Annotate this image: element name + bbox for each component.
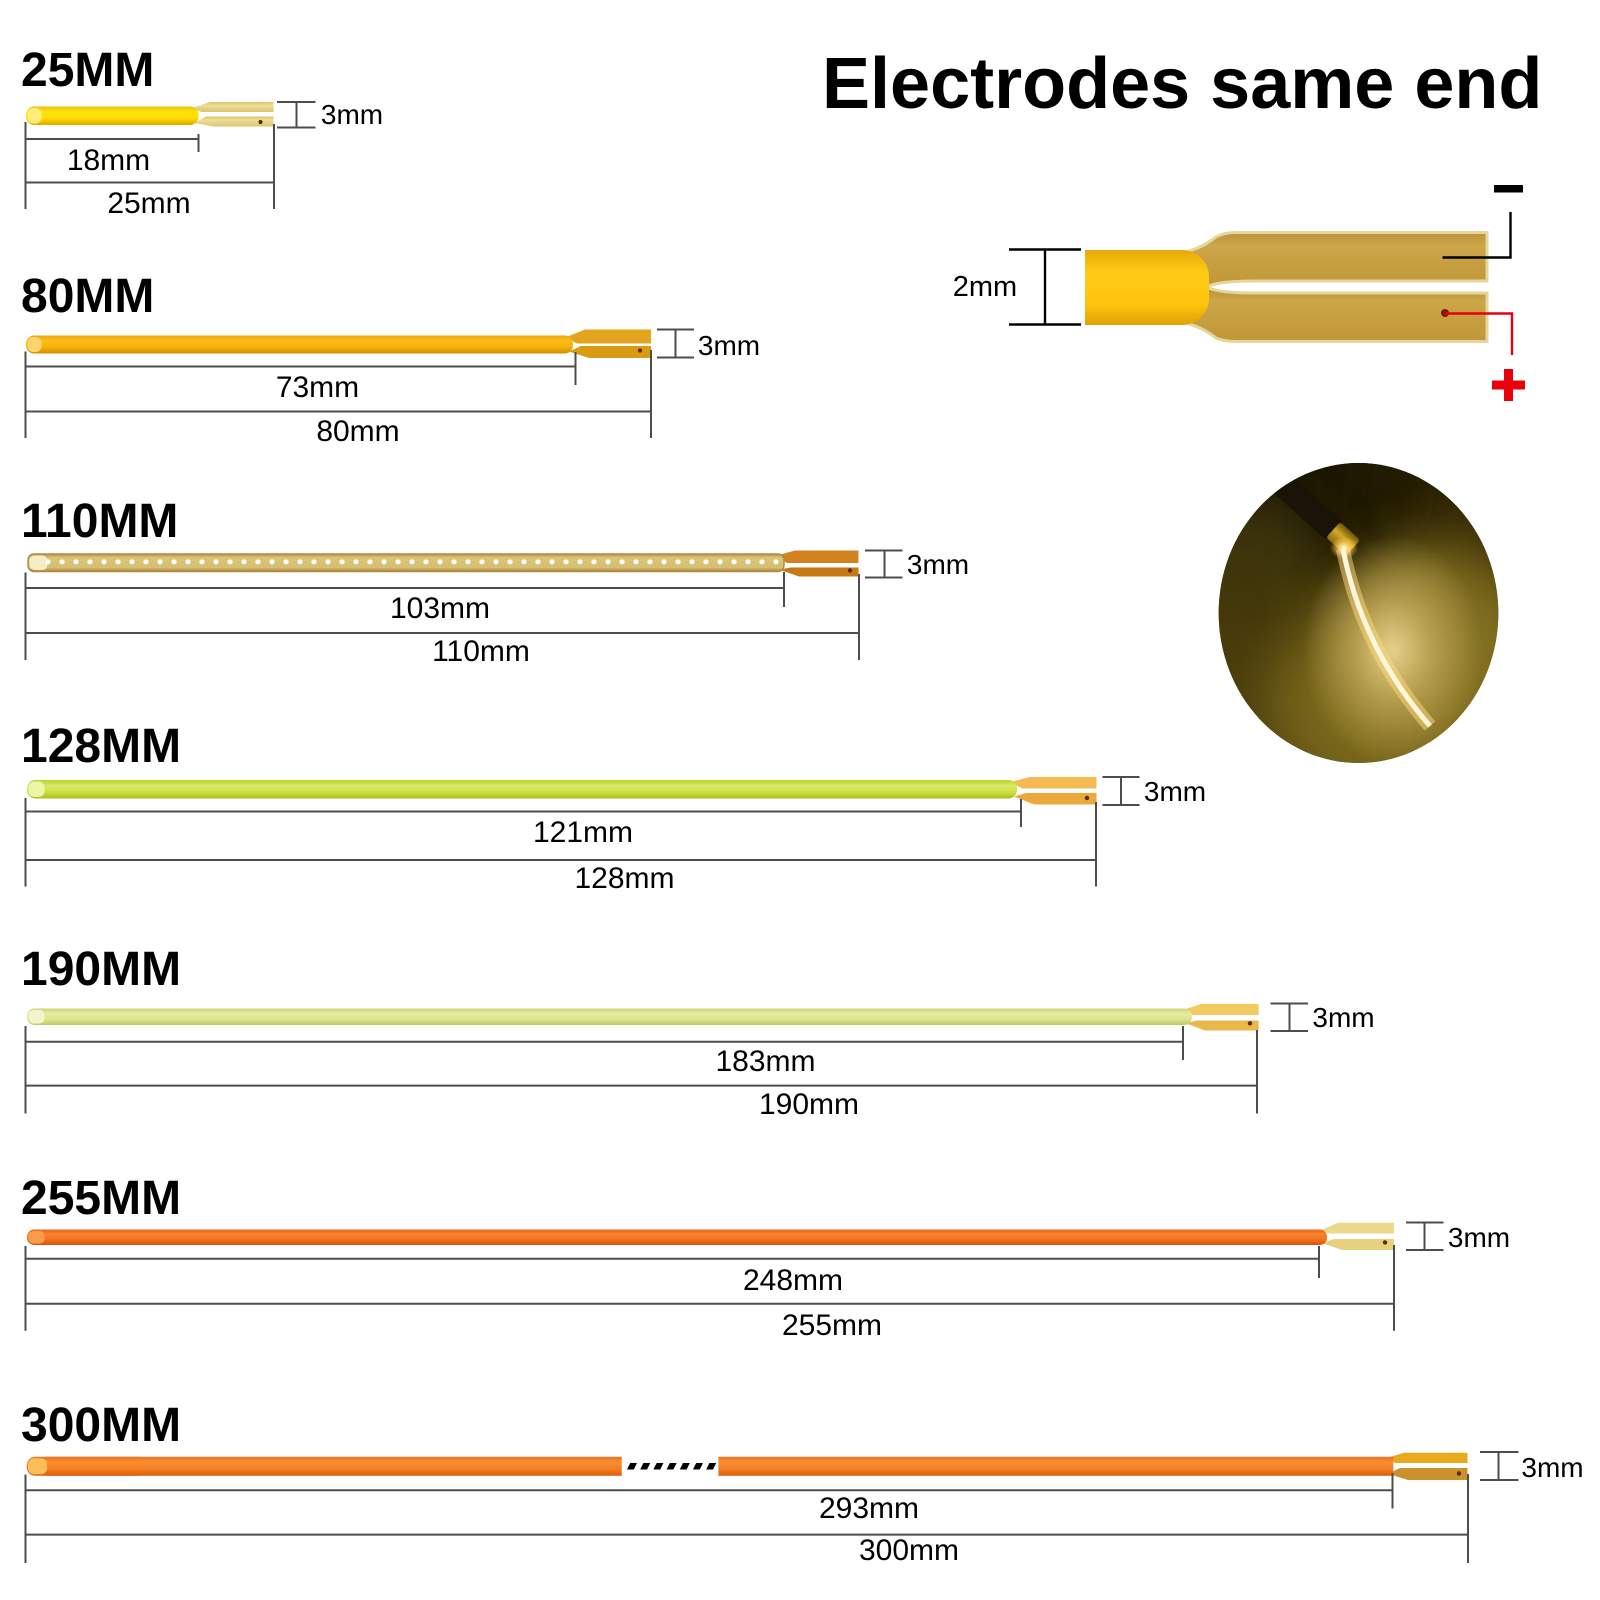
svg-text:255MM: 255MM <box>21 1172 181 1225</box>
svg-text:73mm: 73mm <box>276 371 359 404</box>
svg-text:3mm: 3mm <box>321 99 383 130</box>
svg-text:300MM: 300MM <box>21 1399 181 1452</box>
svg-text:3mm: 3mm <box>907 549 969 580</box>
svg-text:300mm: 300mm <box>859 1534 959 1567</box>
svg-text:128mm: 128mm <box>574 862 674 895</box>
svg-text:183mm: 183mm <box>715 1045 815 1078</box>
svg-text:3mm: 3mm <box>1144 776 1206 807</box>
svg-text:3mm: 3mm <box>1521 1452 1583 1483</box>
svg-text:25mm: 25mm <box>107 187 190 220</box>
svg-text:128MM: 128MM <box>21 720 181 773</box>
svg-text:190mm: 190mm <box>759 1088 859 1121</box>
svg-text:Electrodes same end: Electrodes same end <box>822 44 1542 124</box>
svg-text:110mm: 110mm <box>432 635 530 668</box>
svg-text:293mm: 293mm <box>819 1492 919 1525</box>
svg-text:255mm: 255mm <box>782 1309 882 1342</box>
svg-text:3mm: 3mm <box>698 330 760 361</box>
svg-text:190MM: 190MM <box>21 943 181 996</box>
svg-text:18mm: 18mm <box>67 144 150 177</box>
svg-text:121mm: 121mm <box>533 816 633 849</box>
svg-text:2mm: 2mm <box>953 271 1017 303</box>
svg-text:110MM: 110MM <box>21 495 178 548</box>
svg-text:3mm: 3mm <box>1448 1222 1510 1253</box>
svg-text:80MM: 80MM <box>21 270 154 323</box>
svg-text:248mm: 248mm <box>743 1264 843 1297</box>
svg-text:3mm: 3mm <box>1312 1002 1374 1033</box>
svg-text:25MM: 25MM <box>21 44 154 97</box>
svg-text:103mm: 103mm <box>390 592 490 625</box>
svg-text:80mm: 80mm <box>316 415 399 448</box>
